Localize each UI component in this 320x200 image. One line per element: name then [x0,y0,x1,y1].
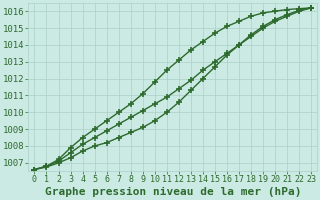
X-axis label: Graphe pression niveau de la mer (hPa): Graphe pression niveau de la mer (hPa) [44,187,301,197]
